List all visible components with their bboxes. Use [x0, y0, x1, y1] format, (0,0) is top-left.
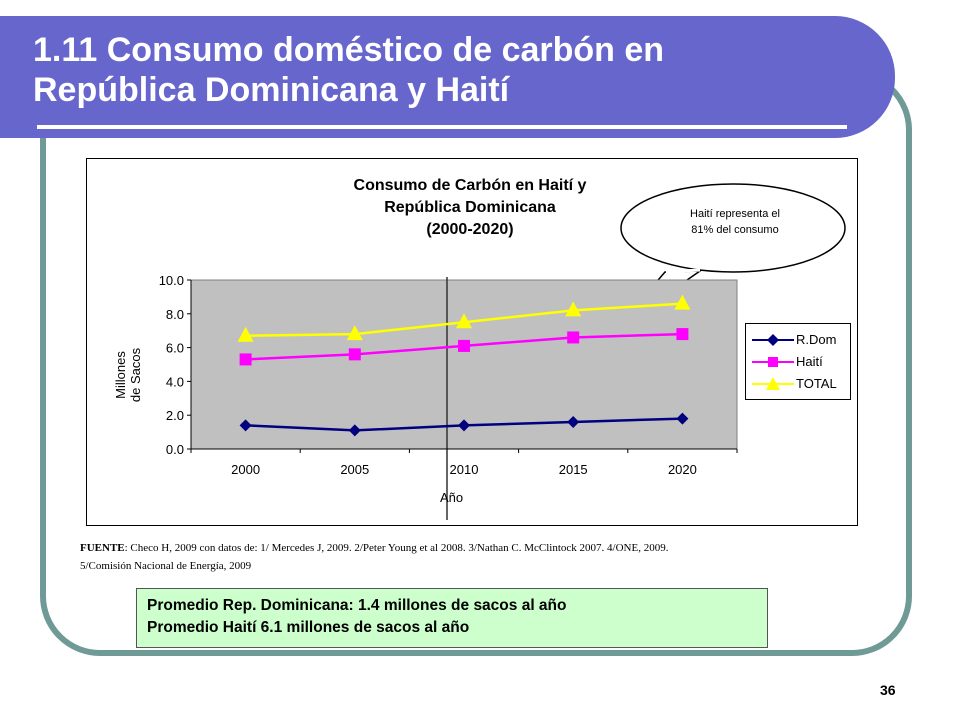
y-axis-label-line1: Millones: [113, 351, 128, 399]
source-line1: FUENTE: Checo H, 2009 con datos de: 1/ M…: [80, 539, 880, 557]
x-tick-label: 2015: [559, 462, 588, 477]
data-point-total: [565, 301, 582, 317]
data-point-total: [456, 313, 472, 329]
callout-bubble: [620, 183, 846, 273]
average-rdom: Promedio Rep. Dominicana: 1.4 millones d…: [147, 597, 567, 614]
legend-label-total: TOTAL: [796, 376, 837, 391]
y-tick-label: 0.0: [166, 442, 184, 457]
data-point-total: [674, 294, 691, 310]
y-axis-label-line2: de Sacos: [128, 347, 143, 403]
x-tick-label: 2020: [668, 462, 697, 477]
legend-label-haiti: Haití: [796, 354, 823, 369]
legend-item-rdom: R.Dom: [746, 330, 850, 350]
data-point-haiti: [239, 353, 252, 366]
y-axis-label: Millones de Sacos: [113, 335, 143, 415]
y-tick-label: 4.0: [166, 374, 184, 389]
y-tick-label: 2.0: [166, 408, 184, 423]
data-point-haiti: [458, 339, 470, 352]
data-point-haiti: [567, 331, 580, 344]
legend-item-total: TOTAL: [746, 374, 850, 394]
source-text-line2: 5/Comisión Nacional de Energía, 2009: [80, 560, 252, 572]
callout-line2: 81% del consumo: [691, 224, 779, 236]
averages-box: Promedio Rep. Dominicana: 1.4 millones d…: [136, 588, 768, 648]
chart-title-line3: (2000-2020): [426, 221, 514, 238]
x-axis-label: Año: [440, 490, 464, 505]
callout-text: Haití representa el 81% del consumo: [640, 206, 830, 238]
legend-marker-haiti: [752, 357, 794, 367]
legend-marker-rdom: [752, 334, 794, 346]
page-number: 36: [880, 682, 896, 698]
y-tick-label: 6.0: [166, 341, 184, 356]
data-point-total: [237, 326, 254, 342]
chart-title-line1: Consumo de Carbón en Haití y: [353, 177, 587, 194]
x-tick-label: 2005: [340, 462, 369, 477]
average-haiti: Promedio Haití 6.1 millones de sacos al …: [147, 619, 470, 636]
callout-line1: Haití representa el: [690, 208, 780, 220]
x-tick-label: 2010: [450, 462, 479, 477]
data-point-rdom: [348, 424, 361, 437]
chart-title: Consumo de Carbón en Haití y República D…: [300, 175, 640, 241]
title-underline: [37, 125, 847, 129]
y-tick-label: 10.0: [159, 273, 184, 288]
slide-title-line1: 1.11 Consumo doméstico de carbón en: [33, 31, 665, 69]
callout-join: [665, 268, 701, 274]
data-point-rdom: [567, 415, 580, 428]
data-point-rdom: [676, 412, 689, 425]
data-point-haiti: [676, 328, 689, 341]
source-note: FUENTE: Checo H, 2009 con datos de: 1/ M…: [80, 539, 880, 575]
data-point-rdom: [239, 419, 252, 432]
x-tick-label: 2000: [231, 462, 260, 477]
slide-title-line2: República Dominicana y Haití: [33, 71, 510, 109]
chart-legend: R.Dom Haití TOTAL: [745, 323, 851, 400]
slide-title: 1.11 Consumo doméstico de carbón en Repú…: [33, 30, 664, 110]
legend-marker-total: [752, 377, 794, 390]
data-point-rdom: [458, 419, 470, 432]
legend-label-rdom: R.Dom: [796, 332, 837, 347]
source-label: FUENTE: [80, 542, 125, 554]
data-point-total: [346, 325, 363, 341]
y-tick-label: 8.0: [166, 307, 184, 322]
chart-title-line2: República Dominicana: [384, 199, 556, 216]
source-text-line1: : Checo H, 2009 con datos de: 1/ Mercede…: [124, 542, 669, 554]
title-bar: [0, 16, 895, 138]
legend-item-haiti: Haití: [746, 352, 850, 372]
data-point-haiti: [348, 348, 361, 361]
